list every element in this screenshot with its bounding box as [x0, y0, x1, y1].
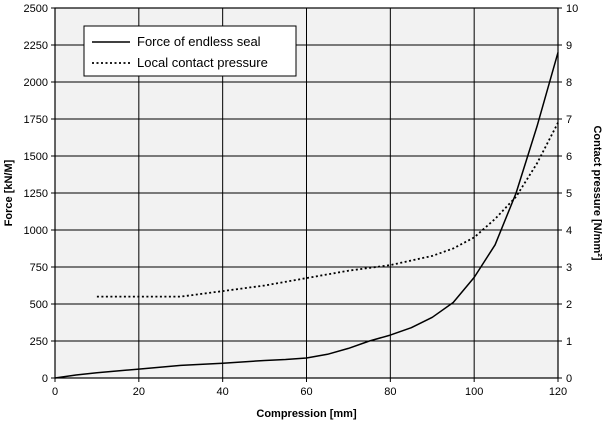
legend-label-pressure: Local contact pressure [137, 55, 268, 70]
y-tick-label: 250 [30, 336, 48, 348]
y2-tick-label: 9 [566, 40, 572, 52]
x-tick-label: 80 [384, 386, 396, 398]
y2-tick-label: 8 [566, 77, 572, 89]
x-tick-label: 60 [300, 386, 312, 398]
y2-tick-label: 5 [566, 188, 572, 200]
x-tick-label: 40 [217, 386, 229, 398]
y-tick-label: 1250 [24, 188, 48, 200]
y2-tick-label: 1 [566, 336, 572, 348]
y2-tick-label: 2 [566, 299, 572, 311]
y-tick-label: 1500 [24, 151, 48, 163]
y-tick-label: 1000 [24, 225, 48, 237]
y-tick-label: 1750 [24, 114, 48, 126]
x-tick-label: 0 [52, 386, 58, 398]
legend: Force of endless seal Local contact pres… [83, 25, 297, 77]
y-tick-label: 2250 [24, 40, 48, 52]
y2-tick-label: 0 [566, 373, 572, 385]
x-tick-label: 120 [549, 386, 567, 398]
y-tick-label: 500 [30, 299, 48, 311]
series-layer [54, 52, 559, 379]
x-tick-label: 20 [133, 386, 145, 398]
legend-label-force: Force of endless seal [137, 34, 261, 49]
y-tick-label: 0 [42, 373, 48, 385]
x-axis-title: Compression [mm] [256, 408, 357, 420]
y-tick-label: 2500 [24, 3, 48, 15]
series-line-contact-pressure [96, 122, 559, 298]
y2-tick-label: 10 [566, 3, 578, 15]
y-axis-title: Force [kN/M] [3, 159, 15, 226]
y2-tick-label: 4 [566, 225, 572, 237]
series-line-force [54, 52, 559, 379]
y2-tick-label: 3 [566, 262, 572, 274]
y2-tick-label: 6 [566, 151, 572, 163]
axes: 0250500750100012501500175020002250250001… [24, 3, 579, 398]
x-tick-label: 100 [465, 386, 483, 398]
y-tick-label: 2000 [24, 77, 48, 89]
y-tick-label: 750 [30, 262, 48, 274]
y2-axis-title: Contact pressure [N/mm²] [591, 125, 602, 260]
y2-tick-label: 7 [566, 114, 572, 126]
legend-box [83, 25, 297, 77]
